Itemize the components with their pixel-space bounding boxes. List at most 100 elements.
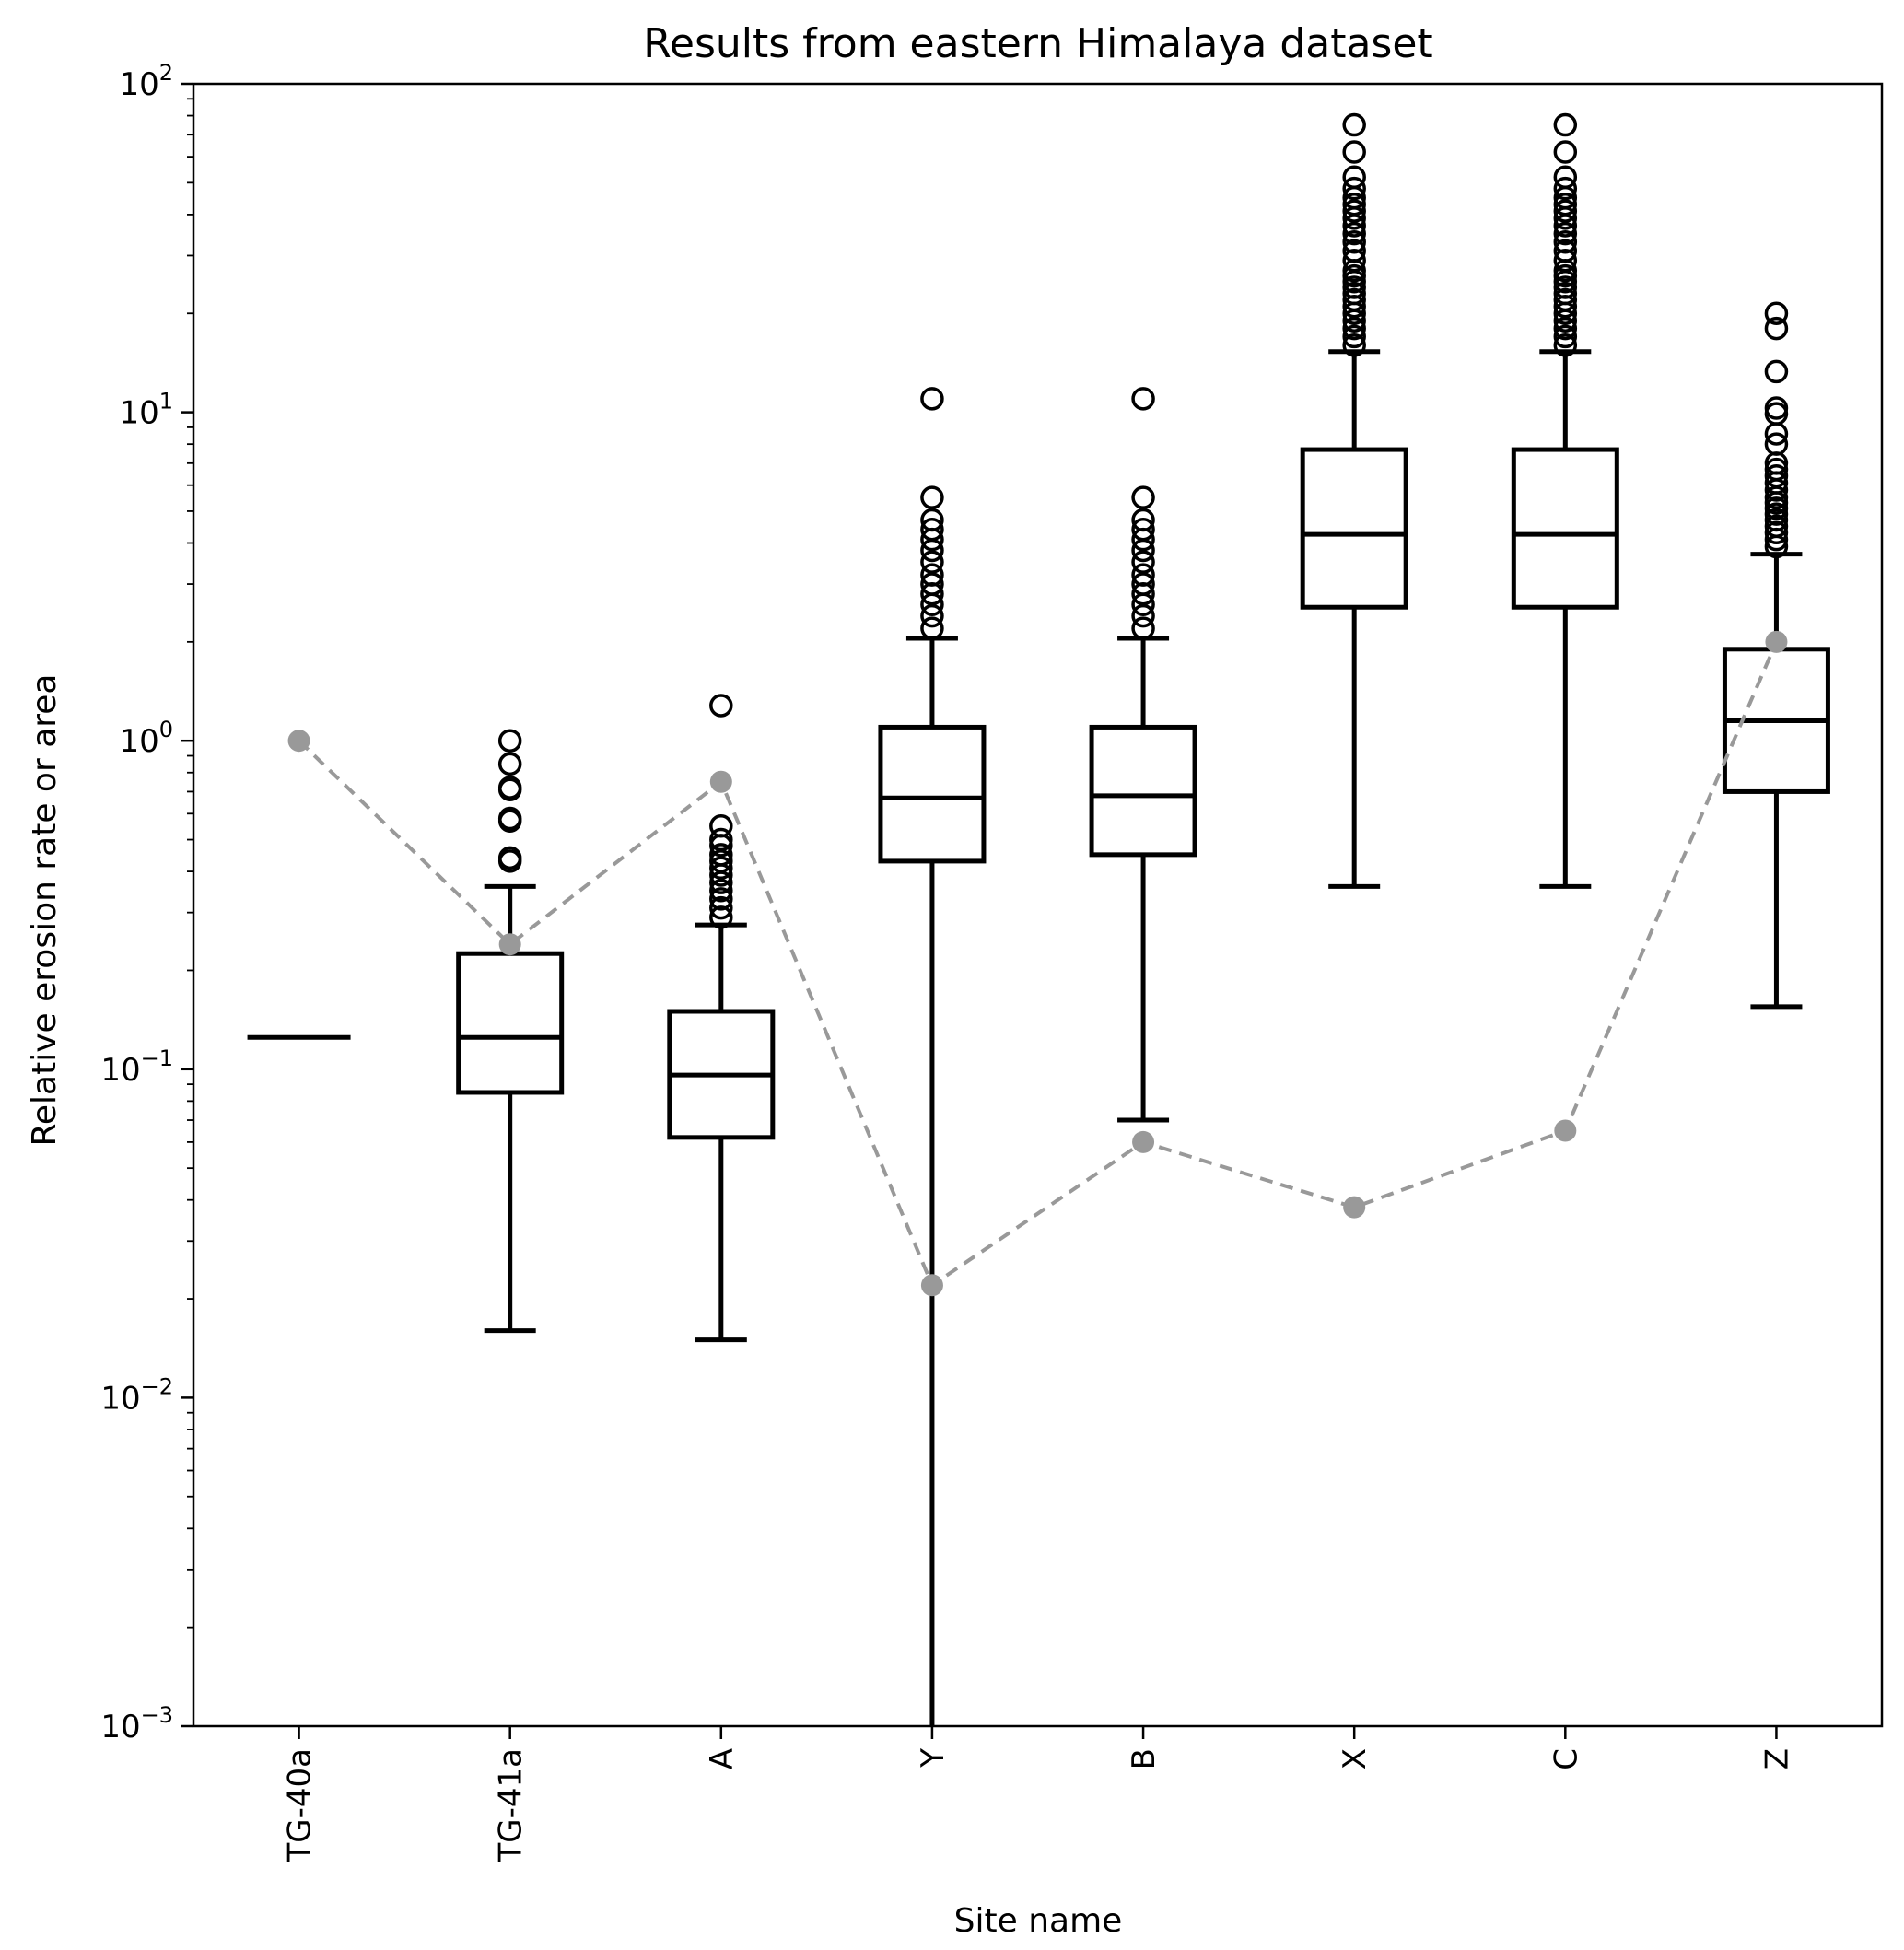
outlier-point (1553, 199, 1578, 223)
outlier-point (1553, 112, 1578, 137)
outlier-point (1342, 281, 1366, 306)
iqr-box (1511, 447, 1619, 610)
outlier-point (1553, 324, 1578, 349)
overlay-point (1554, 1119, 1577, 1142)
overlay-line (298, 641, 1779, 1289)
x-axis-label: Site name (954, 1902, 1123, 1940)
outlier-point (1131, 563, 1155, 587)
outlier-point (709, 814, 733, 838)
outlier-point (920, 572, 944, 596)
outlier-point (497, 846, 522, 870)
overlay-point (709, 770, 732, 793)
x-tick-label: B (1126, 1748, 1162, 1769)
outlier-point (1342, 112, 1366, 137)
outlier-point (1342, 165, 1366, 190)
outlier-point (920, 508, 944, 532)
outlier-point (1131, 603, 1155, 628)
outlier-point (497, 752, 522, 776)
x-tick-label: Y (915, 1748, 952, 1769)
outlier-point (920, 563, 944, 587)
outlier-point (1764, 396, 1789, 420)
overlay-point (1132, 1130, 1155, 1153)
overlay-point (1765, 630, 1788, 653)
outlier-point (1553, 316, 1578, 341)
outlier-point (1764, 432, 1789, 456)
outlier-point (709, 694, 733, 718)
outlier-point (1764, 301, 1789, 326)
outlier-point (1764, 463, 1789, 488)
outlier-point (709, 856, 733, 881)
outlier-point (1342, 229, 1366, 254)
outlier-point (1342, 248, 1366, 273)
outlier-point (1131, 485, 1155, 509)
box-C (1511, 112, 1619, 889)
outlier-point (709, 887, 733, 911)
y-tick-label: 10−3 (100, 1702, 173, 1746)
outlier-point (1342, 199, 1366, 223)
outlier-point (1764, 508, 1789, 532)
outlier-point (1553, 221, 1578, 246)
outlier-point (1553, 229, 1578, 254)
overlay-series (287, 630, 1788, 1297)
box-B (1089, 387, 1197, 1123)
overlay-point (498, 933, 521, 956)
outlier-point (1553, 281, 1578, 306)
iqr-box (1089, 724, 1197, 858)
overlay-point (1343, 1196, 1366, 1219)
x-axis-ticks: TG-40a TG-41a A Y B X C Z (282, 1726, 1795, 1862)
outlier-point (497, 776, 522, 800)
outlier-point (1553, 165, 1578, 190)
overlay-point (287, 730, 310, 753)
overlay-point (920, 1274, 943, 1297)
y-tick-label: 100 (119, 717, 173, 760)
plot-frame (192, 82, 1884, 1728)
outlier-point (1553, 287, 1578, 312)
y-axis-label: Relative erosion rate or area (26, 674, 64, 1147)
iqr-box (878, 724, 987, 864)
x-tick-label: Z (1758, 1748, 1795, 1769)
x-tick-label: TG-40a (282, 1748, 319, 1862)
outlier-point (709, 843, 733, 867)
outlier-point (1342, 333, 1366, 357)
y-tick-label: 10−1 (100, 1045, 173, 1089)
outlier-point (709, 879, 733, 903)
box-Z (1722, 301, 1830, 1010)
outlier-point (1764, 359, 1789, 384)
x-tick-label: X (1337, 1748, 1373, 1769)
box-X (1300, 112, 1408, 889)
outlier-point (1131, 508, 1155, 532)
outlier-point (1342, 287, 1366, 312)
outlier-point (1131, 387, 1155, 411)
outlier-point (1553, 140, 1578, 164)
x-tick-label: C (1548, 1748, 1584, 1770)
iqr-box (1300, 447, 1408, 610)
iqr-box (456, 951, 565, 1095)
outlier-point (709, 905, 733, 929)
outlier-point (497, 806, 522, 831)
outlier-point (1553, 239, 1578, 263)
outlier-point (920, 603, 944, 628)
outlier-point (1342, 239, 1366, 263)
outlier-point (1342, 316, 1366, 341)
outlier-point (1764, 457, 1789, 482)
outlier-point (1553, 192, 1578, 216)
box-TG-41a (456, 729, 565, 1334)
outlier-point (1131, 550, 1155, 574)
y-axis-ticks: 10−3 10−2 10−1 100 101 102 (100, 60, 193, 1746)
box-series (247, 112, 1830, 1726)
outlier-point (709, 895, 733, 920)
x-tick-label: A (704, 1748, 741, 1769)
outlier-point (1342, 221, 1366, 246)
outlier-point (1342, 176, 1366, 201)
outlier-point (920, 517, 944, 542)
y-tick-label: 101 (119, 389, 173, 432)
y-tick-label: 102 (119, 60, 173, 103)
outlier-point (1553, 333, 1578, 357)
outlier-point (920, 485, 944, 509)
outlier-point (1342, 192, 1366, 216)
outlier-point (709, 827, 733, 852)
outlier-point (1131, 572, 1155, 596)
outlier-point (1764, 514, 1789, 539)
outlier-point (920, 387, 944, 411)
outlier-point (1764, 316, 1789, 341)
